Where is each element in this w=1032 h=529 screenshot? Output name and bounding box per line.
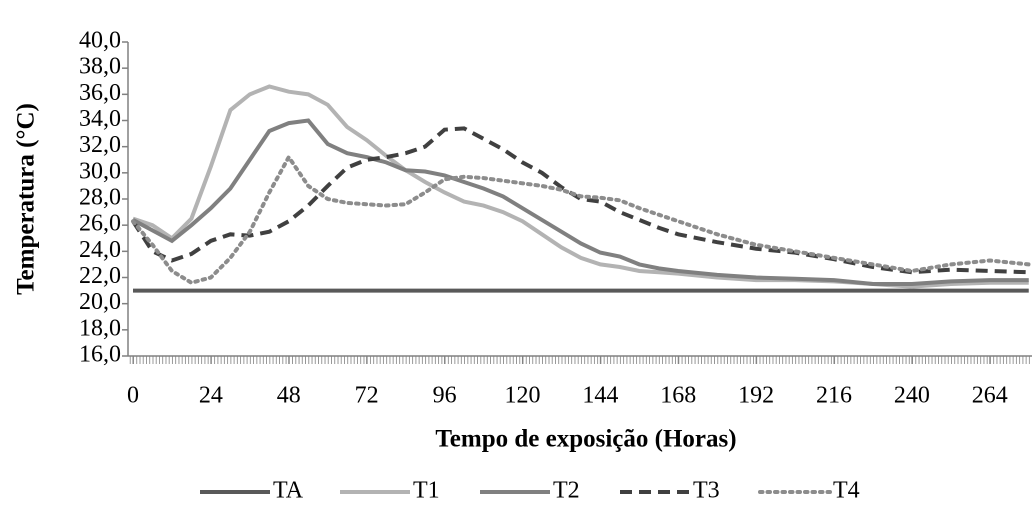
y-axis-label: Temperatura (°C) [13, 103, 40, 295]
y-tick-label: 28,0 [79, 185, 121, 211]
minor-ticks [128, 356, 1032, 364]
x-tick-label: 0 [127, 383, 139, 409]
y-tick-label: 36,0 [79, 80, 121, 106]
y-tick-label: 40,0 [79, 28, 121, 54]
legend-label: T4 [833, 478, 860, 504]
y-tick-label: 32,0 [79, 132, 121, 158]
x-tick-label: 24 [199, 383, 223, 409]
x-tick-label: 72 [355, 383, 379, 409]
x-tick-label: 216 [816, 383, 852, 409]
y-tick-label: 38,0 [79, 54, 121, 80]
legend-label: T1 [413, 478, 440, 504]
series-line [132, 84, 1029, 289]
legend-label: T2 [553, 478, 580, 504]
y-tick-label: 16,0 [79, 342, 121, 368]
x-tick-label: 120 [504, 383, 540, 409]
x-tick-label: 192 [738, 383, 774, 409]
series-line [131, 153, 1031, 285]
y-tick-label: 26,0 [79, 211, 121, 237]
y-tick-label: 18,0 [79, 315, 121, 341]
series-line [132, 118, 1029, 287]
y-tick-label: 22,0 [79, 263, 121, 289]
legend-label: TA [273, 478, 304, 504]
y-tick-label: 30,0 [79, 158, 121, 184]
x-tick-label: 264 [972, 383, 1008, 409]
x-tick-label: 168 [660, 383, 696, 409]
y-tick-label: 24,0 [79, 237, 121, 263]
x-tick-label: 96 [433, 383, 457, 409]
x-tick-label: 48 [277, 383, 301, 409]
legend-label: T3 [693, 478, 720, 504]
x-axis-label: Tempo de exposição (Horas) [435, 426, 736, 453]
x-tick-label: 144 [582, 383, 618, 409]
y-tick-label: 20,0 [79, 289, 121, 315]
x-tick-label: 240 [894, 383, 930, 409]
y-tick-label: 34,0 [79, 106, 121, 132]
